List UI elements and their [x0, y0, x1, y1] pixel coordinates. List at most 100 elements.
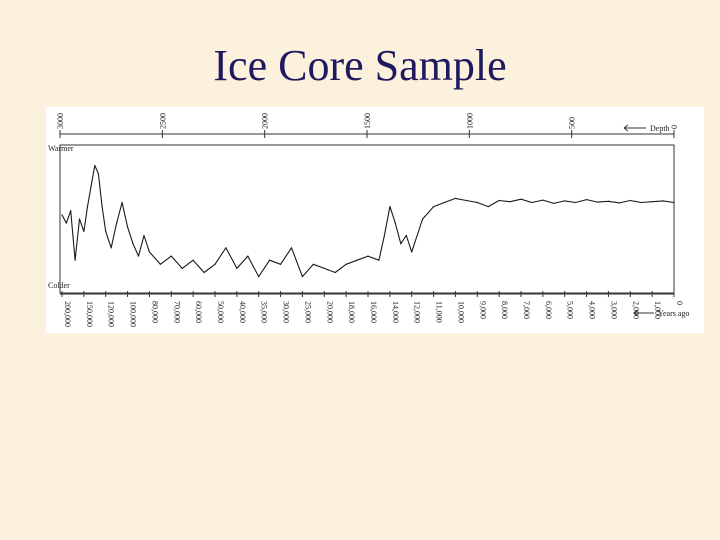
- depth-axis: 3000 2500 2000 1500 1000 500 0: [56, 113, 679, 138]
- temperature-point: [78, 218, 81, 220]
- temperature-point: [673, 201, 675, 204]
- side-labels: Warmer Colder Depth Years ago: [48, 124, 689, 318]
- years-tick-label: 7,000: [522, 301, 531, 319]
- years-tick-label: 100,000: [129, 301, 138, 327]
- temperature-point: [121, 201, 123, 204]
- years-tick-label: 2,000: [631, 301, 640, 319]
- temperature-point: [279, 263, 282, 265]
- temperature-point: [83, 230, 85, 232]
- temperature-point: [132, 243, 134, 245]
- temperature-point: [651, 201, 653, 203]
- temperature-point: [487, 206, 489, 208]
- temperature-point: [394, 222, 396, 224]
- years-tick-label: 16,000: [369, 301, 378, 323]
- temperature-point: [509, 201, 511, 203]
- temperature-point: [383, 234, 385, 237]
- years-tick-label: 5,000: [566, 301, 575, 319]
- years-tick-label: 20,000: [325, 301, 334, 323]
- temperature-point: [367, 255, 369, 257]
- temperature-point: [476, 201, 478, 204]
- temperature-point: [443, 201, 446, 204]
- temperature-point: [137, 255, 140, 257]
- temperature-point: [101, 206, 103, 208]
- temperature-point: [520, 198, 522, 200]
- temperature-point: [181, 267, 183, 270]
- years-tick-label: 40,000: [238, 301, 247, 323]
- years-tick-label: 30,000: [282, 301, 291, 323]
- temperature-point: [531, 201, 533, 204]
- temperature-point: [629, 199, 631, 202]
- colder-label: Colder: [48, 281, 70, 290]
- temperature-point: [498, 199, 500, 202]
- years-tick-label: 11,000: [435, 301, 444, 323]
- years-tick-label: 10,000: [456, 301, 465, 323]
- temperature-point: [389, 206, 391, 208]
- temperature-point: [90, 185, 92, 187]
- years-axis: 200,000 150,000 120,000 100,000 80,000 70,000…: [61, 291, 684, 327]
- years-tick-label: 1,000: [653, 301, 662, 319]
- depth-arrow: [623, 124, 646, 132]
- temperature-point: [411, 251, 413, 253]
- plot-frame: [59, 133, 675, 295]
- temperature-point: [86, 206, 89, 208]
- years-tick-label: 50,000: [216, 301, 225, 323]
- temperature-series-line: [61, 164, 675, 278]
- temperature-point: [345, 263, 347, 265]
- temperature-point: [214, 263, 216, 265]
- temperature-point: [400, 243, 402, 245]
- years-tick-label: 35,000: [260, 301, 269, 323]
- temperature-point: [148, 251, 151, 253]
- temperature-point: [105, 230, 107, 232]
- years-tick-label: 6,000: [544, 301, 553, 319]
- temperature-point: [126, 226, 129, 228]
- temperature-point: [110, 247, 112, 249]
- temperature-point: [247, 255, 249, 257]
- temperature-point: [585, 199, 588, 201]
- years-tick-label: 9,000: [478, 301, 487, 319]
- temperature-point: [159, 263, 161, 265]
- years-tick-label: 70,000: [172, 301, 181, 323]
- depth-tick-label: 1000: [465, 113, 474, 129]
- years-tick-label: 14,000: [391, 301, 400, 323]
- years-tick-label: 8,000: [500, 301, 509, 319]
- years-tick-label: 0: [675, 301, 684, 305]
- temperature-point: [564, 200, 566, 202]
- temperature-point: [65, 222, 67, 224]
- ice-core-chart: 3000 2500 2000 1500 1000 500 0 200,000 150,000 1…: [46, 107, 704, 333]
- slide-title: Ice Core Sample: [213, 41, 507, 90]
- years-tick-label: 12,000: [413, 301, 422, 323]
- temperature-point: [312, 263, 314, 265]
- temperature-point: [116, 222, 118, 224]
- temperature-point: [290, 247, 293, 249]
- temperature-point: [662, 200, 664, 202]
- temperature-point: [74, 259, 76, 261]
- temperature-point: [301, 276, 304, 278]
- temperature-point: [143, 234, 145, 237]
- temperature-point: [356, 259, 358, 261]
- temperature-point: [432, 206, 435, 208]
- temperature-point: [575, 201, 577, 204]
- temperature-point: [553, 202, 555, 204]
- years-tick-label: 3,000: [609, 301, 618, 319]
- depth-tick-label: 1500: [363, 113, 372, 129]
- temperature-point: [378, 259, 380, 261]
- years-ago-label: Years ago: [658, 309, 689, 318]
- temperature-point: [70, 210, 72, 212]
- temperature-point: [203, 271, 205, 274]
- temperature-point: [422, 218, 424, 220]
- temperature-point: [236, 267, 238, 270]
- depth-label: Depth: [650, 124, 670, 133]
- temperature-point: [97, 173, 100, 175]
- plot-border: [59, 144, 675, 294]
- temperature-point: [269, 259, 271, 261]
- temperature-point: [258, 276, 260, 278]
- temperature-point: [61, 214, 63, 216]
- years-tick-label: 25,000: [303, 301, 312, 323]
- temperature-point: [323, 267, 325, 270]
- temperature-point: [607, 200, 610, 202]
- years-tick-label: 200,000: [63, 301, 72, 327]
- years-tick-label: 60,000: [194, 301, 203, 323]
- years-tick-label: 120,000: [107, 301, 116, 327]
- years-arrow: [633, 309, 654, 317]
- years-tick-label: 18,000: [347, 301, 356, 323]
